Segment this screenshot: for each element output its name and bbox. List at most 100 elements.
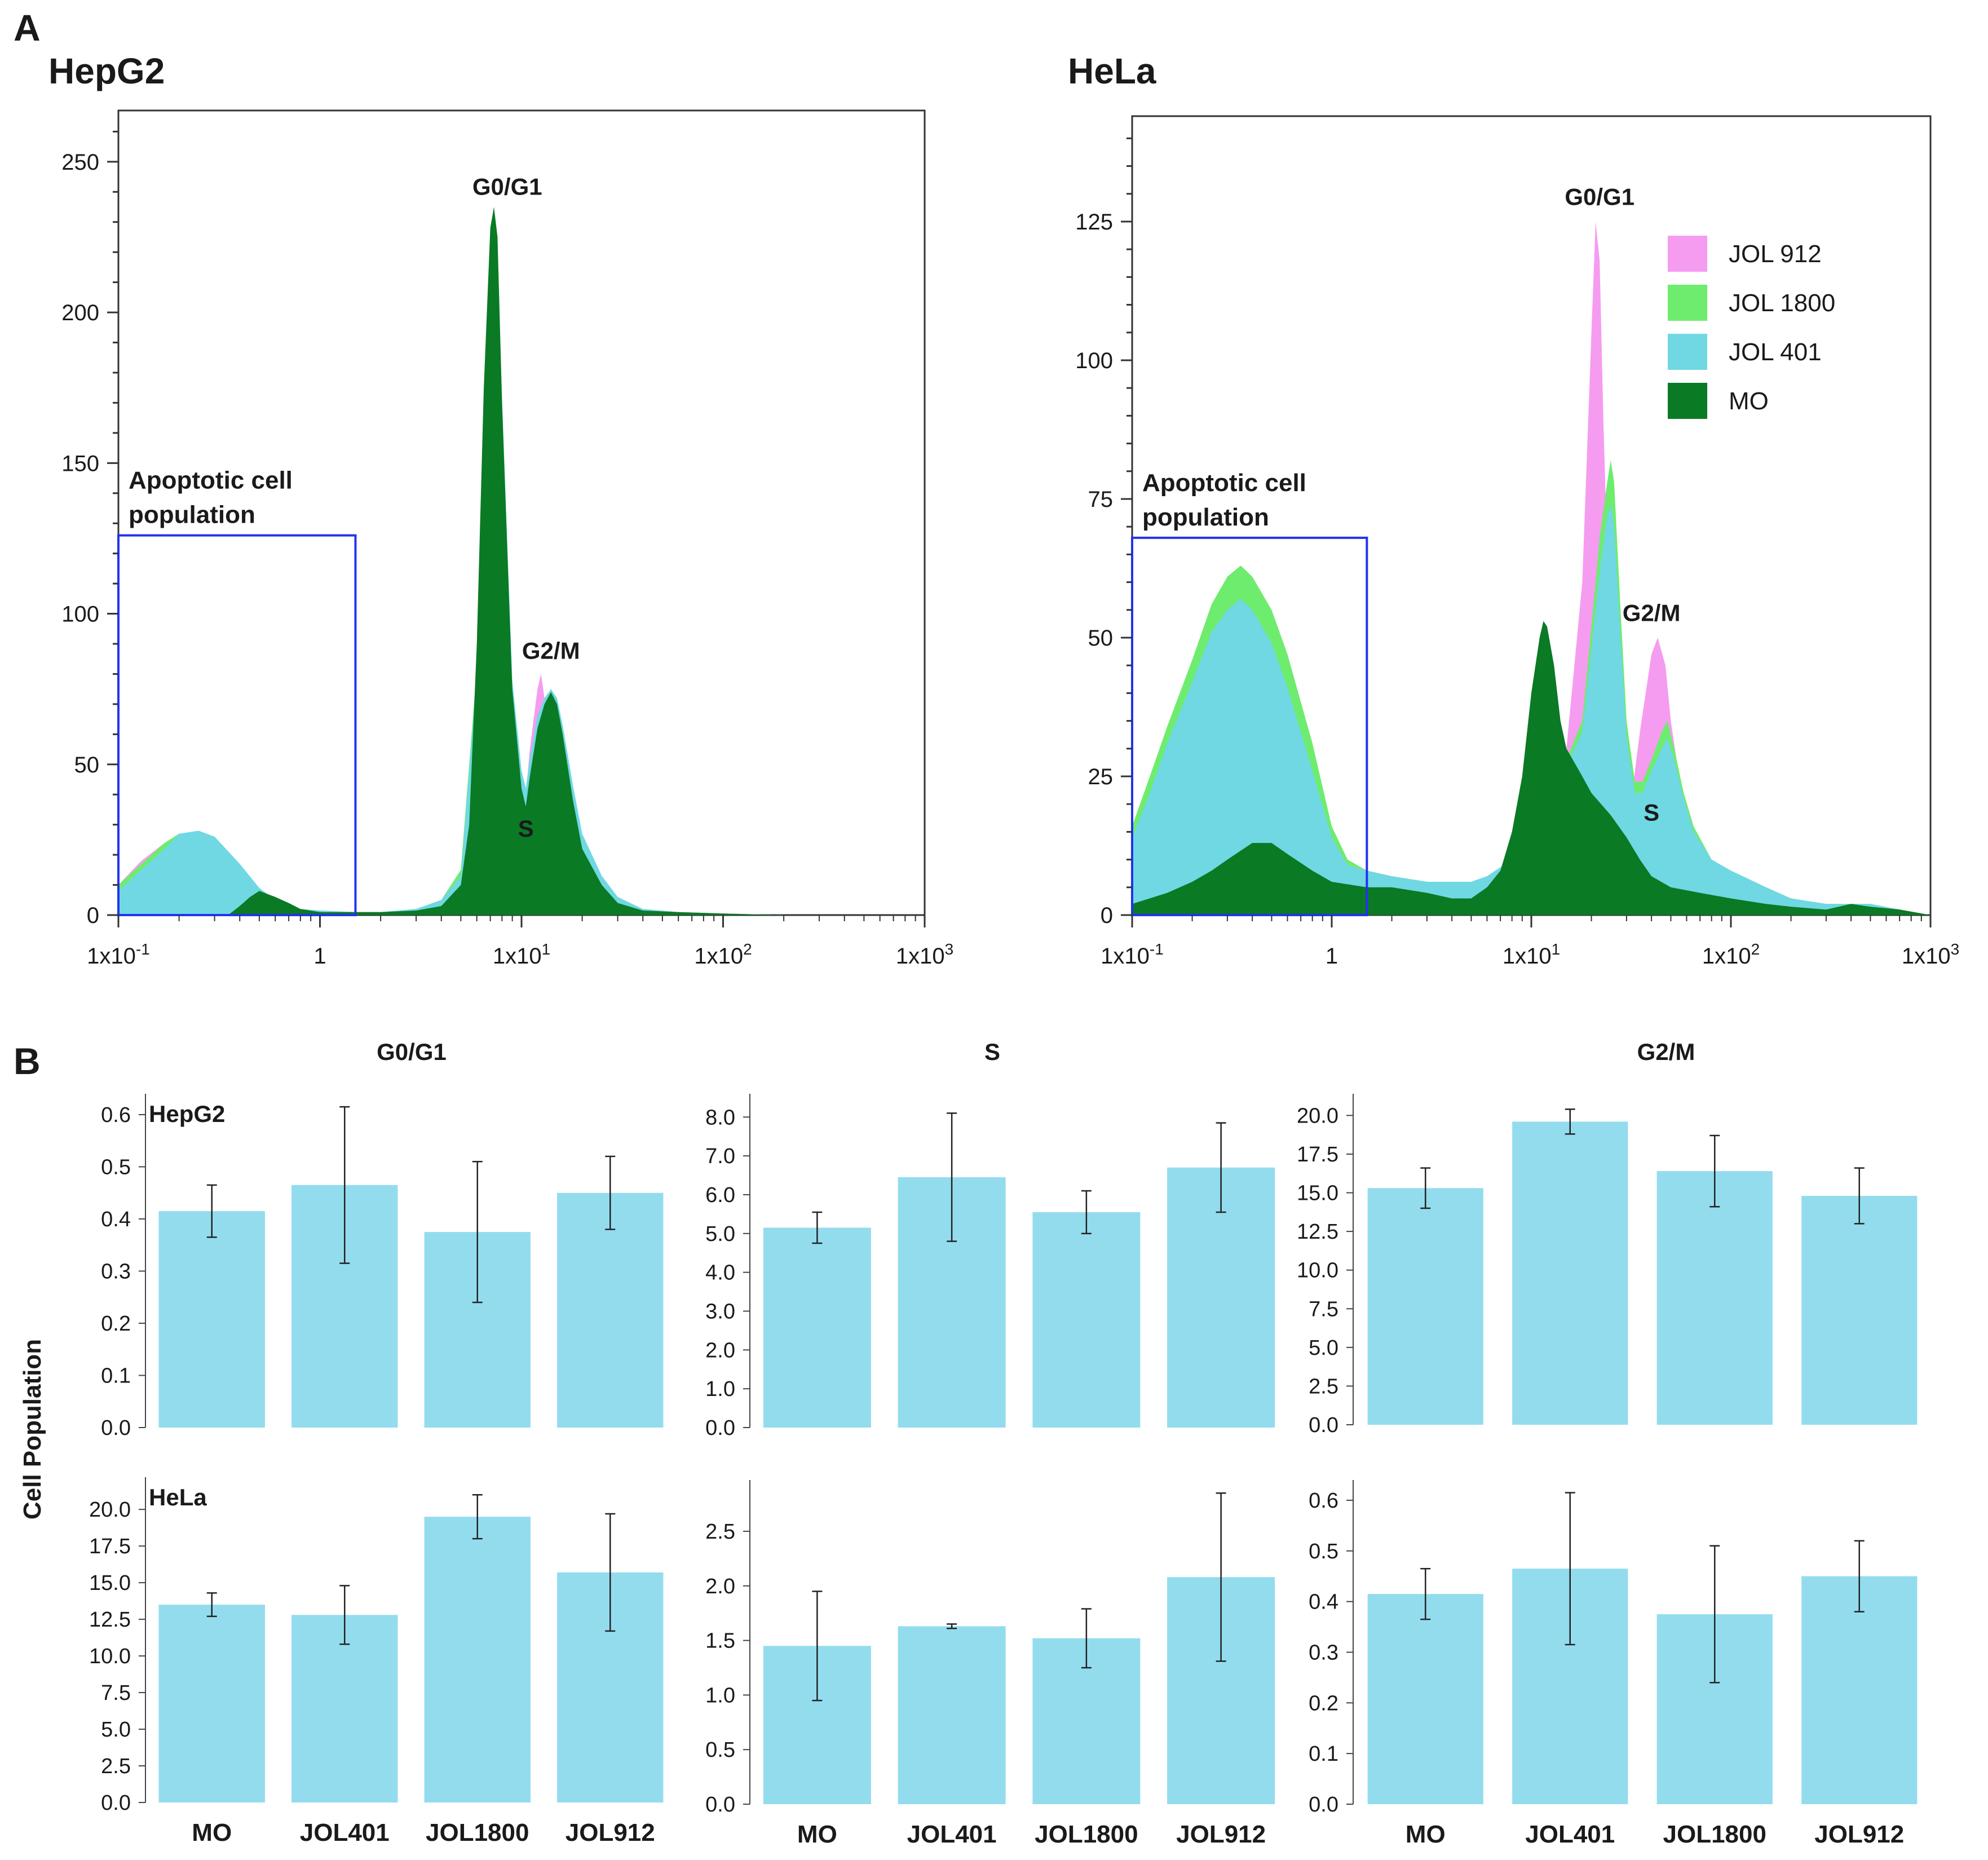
y-tick-label: 3.0 <box>705 1300 735 1323</box>
legend-label-jol-912: JOL 912 <box>1729 240 1822 268</box>
y-tick-label: 4.0 <box>705 1261 735 1285</box>
x-tick-label: 1x103 <box>1902 940 1959 969</box>
x-tick-label-jol401: JOL401 <box>300 1819 390 1846</box>
x-tick-label-jol1800: JOL1800 <box>1663 1821 1766 1848</box>
y-tick-label: 0.0 <box>1309 1413 1338 1437</box>
y-tick-label: 0.0 <box>705 1416 735 1440</box>
bar-jol1800 <box>1656 1171 1773 1425</box>
y-tick-label: 50 <box>1088 626 1114 651</box>
y-tick-label: 200 <box>61 301 99 325</box>
bar-hepg2-s: S 0.0 1.0 2.0 3.0 4.0 5.0 6.0 7.0 8.0 <box>705 1039 1275 1440</box>
y-tick-label: 0.2 <box>1309 1691 1338 1715</box>
phase-label-g2-m: G2/M <box>1623 599 1681 626</box>
y-tick-label: 125 <box>1075 210 1113 235</box>
y-tick-label: 2.5 <box>705 1520 735 1544</box>
y-tick-label: 1.0 <box>705 1684 735 1707</box>
bar-hepg2-g2m: G2/M 0.0 2.5 5.0 7.5 10.0 12.5 15.0 17.5 20.0 <box>1297 1039 1918 1437</box>
bar-jol912 <box>1801 1576 1918 1804</box>
gate-label-line1: Apoptotic cell <box>1142 469 1306 497</box>
y-tick-label: 5.0 <box>705 1222 735 1246</box>
y-tick-label: 0.2 <box>101 1312 131 1336</box>
y-tick-label: 0 <box>87 903 99 928</box>
y-tick-label: 0.1 <box>1309 1742 1338 1766</box>
series-mo <box>1132 621 1930 915</box>
y-tick-label: 1.5 <box>705 1629 735 1653</box>
phase-label-g0-g1: G0/G1 <box>472 174 542 200</box>
panel-a-label: A <box>14 7 41 48</box>
y-tick-label: 0.4 <box>1309 1591 1338 1614</box>
y-tick-label: 0.3 <box>1309 1641 1338 1664</box>
y-tick-label: 0.0 <box>101 1416 131 1440</box>
bar-hela-g2m: 0.0 0.1 0.2 0.3 0.4 0.5 0.6 MO JOL401 JOL1800 JOL9… <box>1309 1480 1918 1848</box>
gate-label-line2: population <box>129 501 255 529</box>
y-tick-label: 17.5 <box>1297 1143 1338 1167</box>
y-tick-label: 0.6 <box>101 1103 131 1127</box>
y-tick-label: 5.0 <box>1309 1336 1338 1360</box>
x-tick-label: 1x101 <box>1503 940 1560 969</box>
y-tick-label: 100 <box>61 602 99 627</box>
series-jol-401 <box>118 237 925 915</box>
y-tick-label: 0.1 <box>101 1364 131 1388</box>
y-tick-label: 150 <box>61 451 99 476</box>
phase-label-s: S <box>1644 799 1659 826</box>
x-tick-label-jol401: JOL401 <box>1525 1821 1615 1848</box>
x-tick-label-jol1800: JOL1800 <box>1035 1821 1138 1848</box>
y-tick-label: 75 <box>1088 487 1114 512</box>
apoptotic-gate <box>1131 536 1368 916</box>
x-tick-label-jol1800: JOL1800 <box>426 1819 529 1846</box>
legend: JOL 912 JOL 1800 JOL 401 MO <box>1668 236 1835 419</box>
x-tick-label: 1x10-1 <box>1101 940 1164 969</box>
y-tick-label: 0.0 <box>101 1791 131 1815</box>
x-tick-label-mo: MO <box>1406 1821 1446 1848</box>
y-tick-label: 10.0 <box>89 1645 131 1668</box>
bar-row-title: HeLa <box>149 1484 207 1510</box>
bar-jol1800 <box>424 1517 531 1802</box>
y-tick-label: 7.5 <box>101 1681 131 1705</box>
y-tick-label: 10.0 <box>1297 1259 1338 1283</box>
x-tick-label: 1x102 <box>1702 940 1760 969</box>
bar-mo <box>1367 1594 1483 1804</box>
y-tick-label: 8.0 <box>705 1106 735 1129</box>
bar-mo <box>158 1211 265 1428</box>
y-tick-label: 17.5 <box>89 1535 131 1558</box>
y-tick-label: 0.5 <box>705 1738 735 1762</box>
x-tick-label-mo: MO <box>797 1821 837 1848</box>
y-tick-label: 2.5 <box>1309 1375 1338 1398</box>
phase-label-s: S <box>518 815 534 842</box>
y-tick-label: 6.0 <box>705 1183 735 1207</box>
y-tick-label: 2.0 <box>705 1575 735 1598</box>
bar-mo <box>158 1605 265 1802</box>
bar-mo <box>1367 1188 1483 1425</box>
hepg2-hist: HepG2 Apoptotic cell population 0 50 100 150 20… <box>48 51 953 969</box>
phase-label-g0-g1: G0/G1 <box>1565 183 1634 210</box>
y-tick-label: 1.0 <box>705 1377 735 1401</box>
x-tick-label-jol912: JOL912 <box>1176 1821 1266 1848</box>
bar-hepg2-g0g1: G0/G1 HepG2 0.0 0.1 0.2 0.3 0.4 0.5 0.6 <box>101 1039 664 1440</box>
x-tick-label-mo: MO <box>192 1819 232 1846</box>
gate-label-line2: population <box>1142 503 1269 531</box>
y-tick-label: 0.6 <box>1309 1489 1338 1513</box>
bar-hela-g0g1: HeLa 0.0 2.5 5.0 7.5 10.0 12.5 15.0 17.5 20.0 MO JO… <box>89 1477 664 1846</box>
y-tick-label: 0.4 <box>101 1208 131 1231</box>
x-tick-label-jol401: JOL401 <box>907 1821 997 1848</box>
y-tick-label: 0.3 <box>101 1260 131 1284</box>
y-tick-label: 25 <box>1088 765 1114 789</box>
y-tick-label: 12.5 <box>1297 1220 1338 1244</box>
bar-y-axis-title: Cell Population <box>19 1339 46 1519</box>
legend-label-jol-1800: JOL 1800 <box>1729 289 1835 317</box>
x-tick-label: 1x101 <box>493 940 550 969</box>
legend-swatch-jol-1800 <box>1668 285 1707 321</box>
x-tick-label: 1 <box>1326 944 1338 969</box>
hist-title: HeLa <box>1068 51 1156 91</box>
bar-jol1800 <box>1032 1212 1141 1428</box>
y-tick-label: 12.5 <box>89 1608 131 1632</box>
hist-title: HepG2 <box>48 51 165 91</box>
charts-layer: HepG2 Apoptotic cell population 0 50 100 150 20… <box>48 51 1959 1848</box>
legend-swatch-mo <box>1668 383 1707 419</box>
y-tick-label: 15.0 <box>89 1571 131 1595</box>
bar-jol912 <box>557 1192 664 1428</box>
y-tick-label: 0.5 <box>1309 1540 1338 1563</box>
x-tick-label: 1x103 <box>896 940 953 969</box>
x-tick-label-jol912: JOL912 <box>1814 1821 1904 1848</box>
